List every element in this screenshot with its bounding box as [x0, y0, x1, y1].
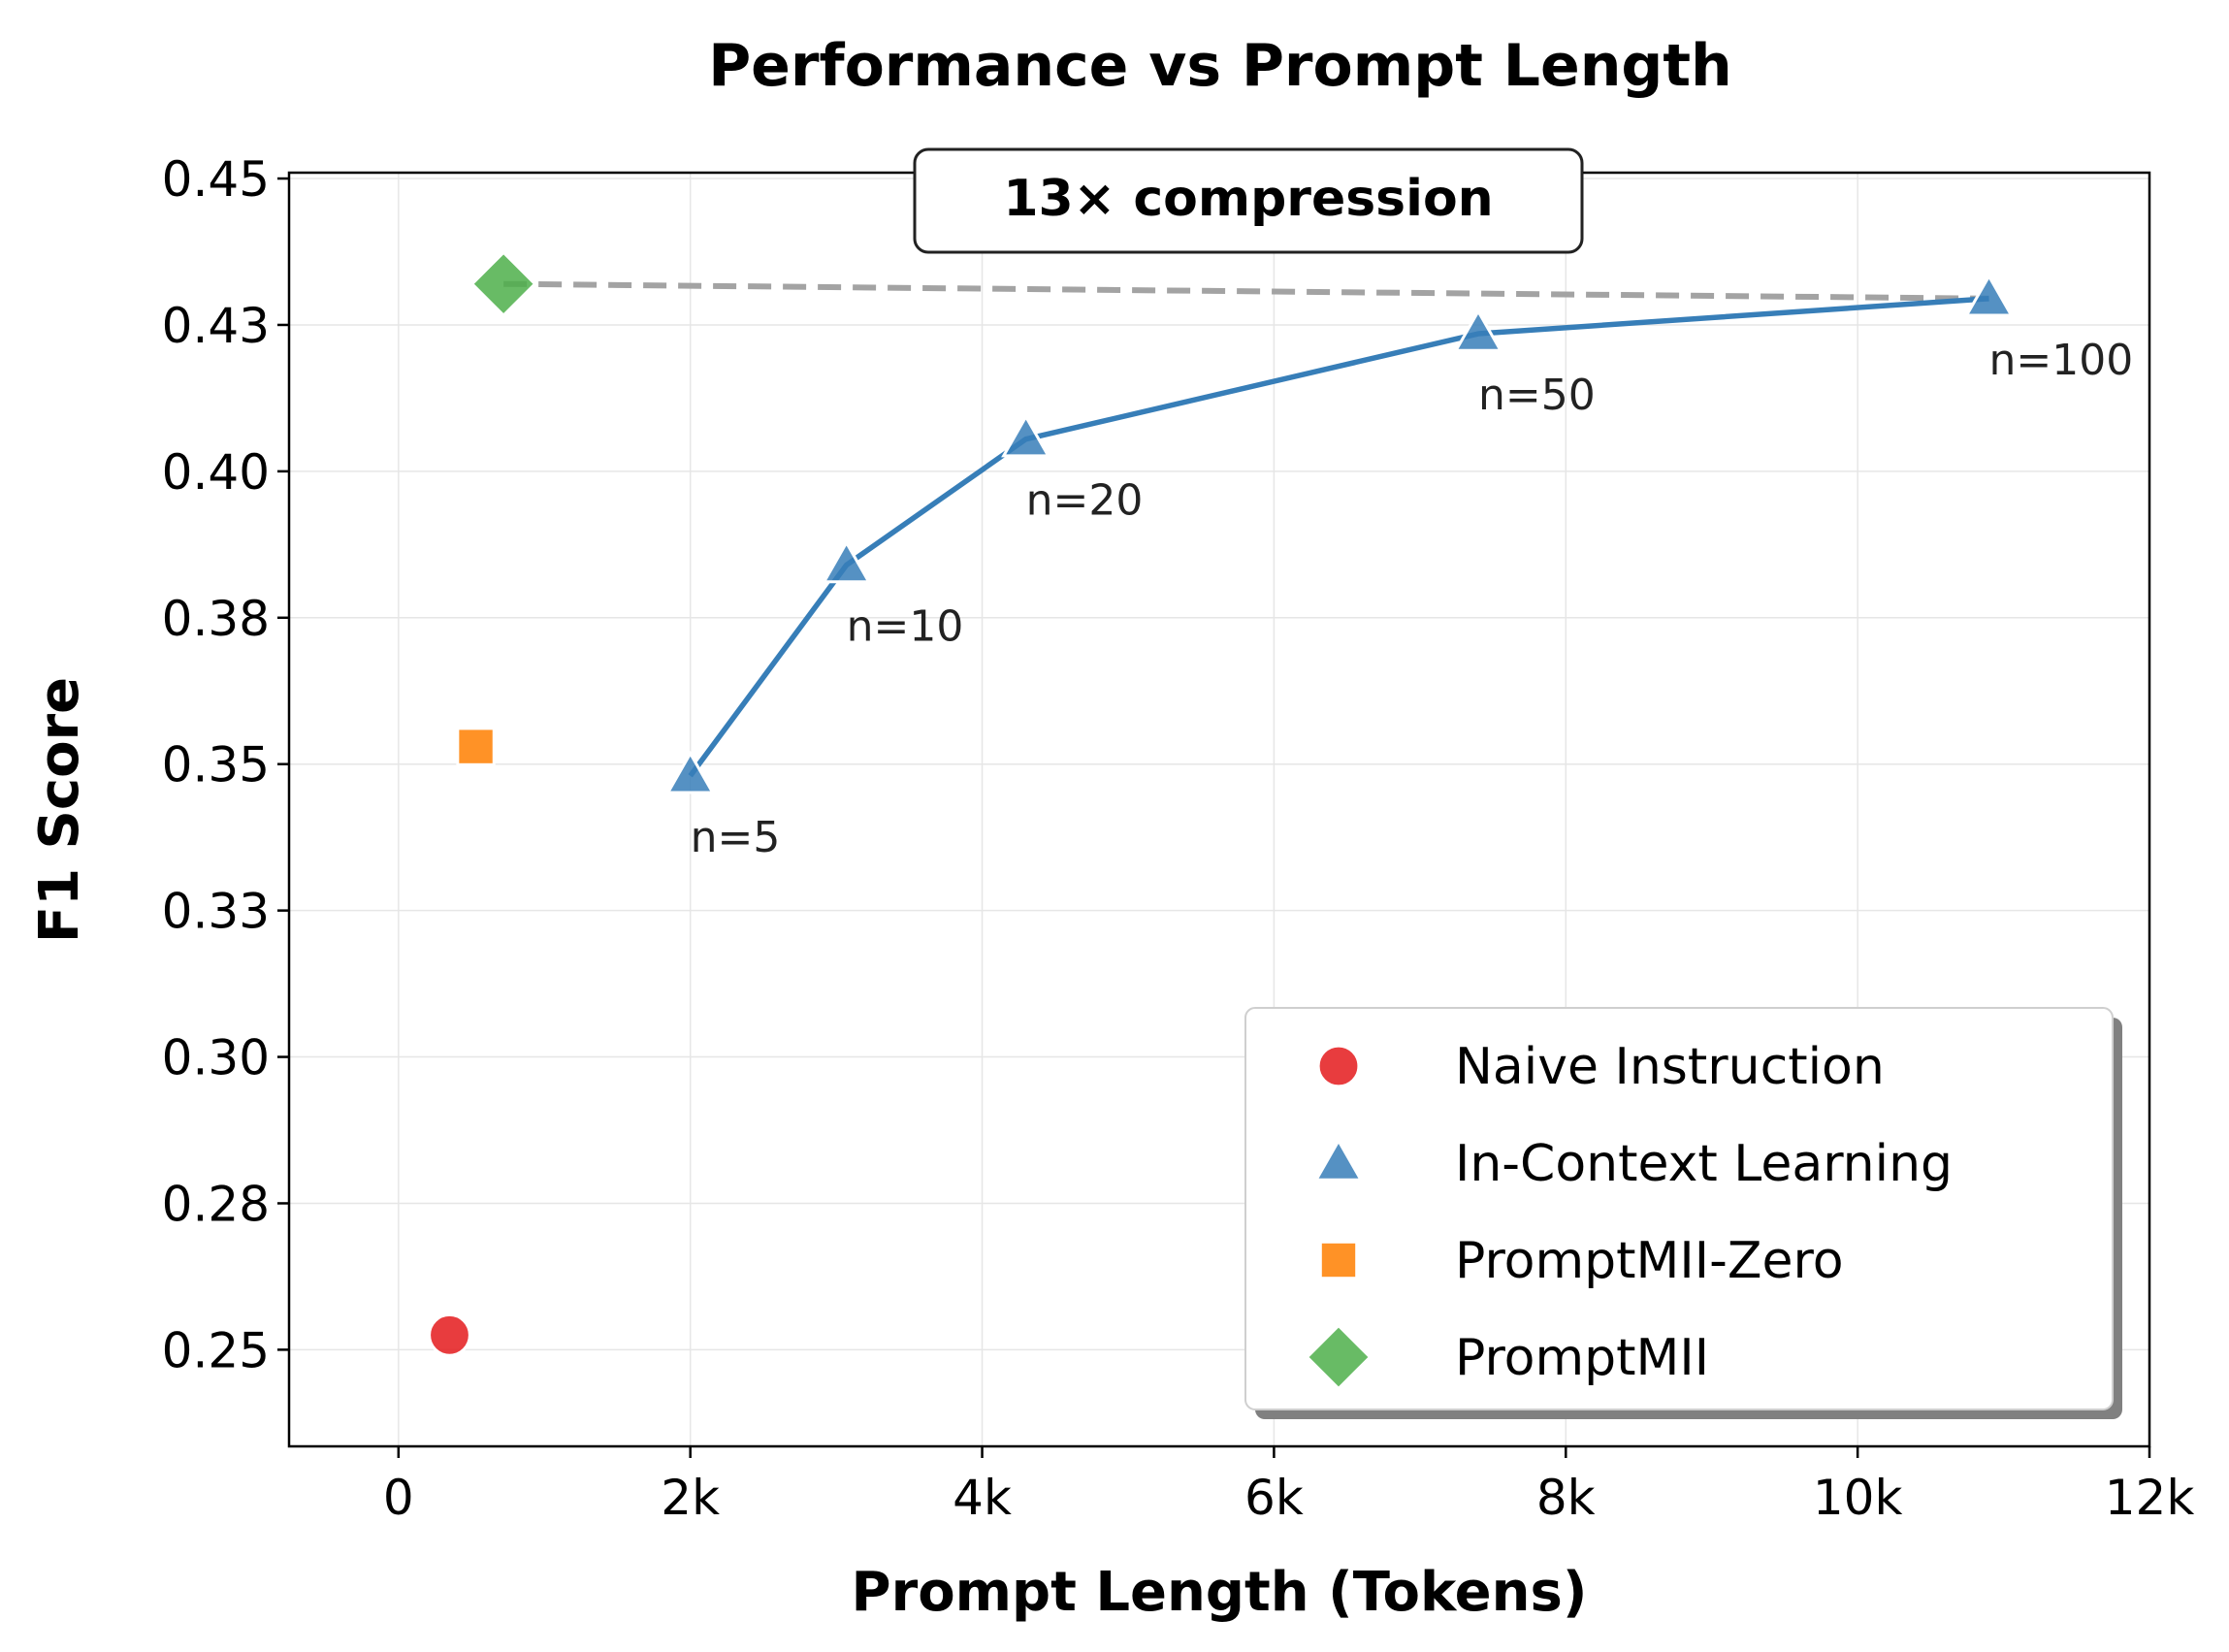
- y-axis-label: F1 Score: [28, 677, 91, 943]
- legend-marker: [1305, 1323, 1373, 1391]
- compression-reference: [503, 280, 1989, 302]
- legend-label: PromptMII-Zero: [1455, 1232, 1844, 1290]
- point-label: n=100: [1989, 336, 2134, 385]
- legend-marker: [1313, 1137, 1364, 1182]
- chart-title: Performance vs Prompt Length: [708, 32, 1732, 100]
- in-context-learning-point: [665, 750, 716, 794]
- legend: Naive Instruction In-Context Learning Prom…: [1244, 1007, 2122, 1419]
- legend-marker: [1316, 1044, 1361, 1088]
- x-tick-label: 2k: [661, 1470, 720, 1526]
- naive-instruction-point: [428, 1312, 471, 1357]
- x-axis-label: Prompt Length (Tokens): [852, 1561, 1588, 1624]
- y-tick-label: 0.30: [162, 1030, 270, 1086]
- grid-lines: [289, 173, 2150, 1446]
- point-label: n=5: [691, 813, 781, 862]
- series-lines: [688, 296, 1989, 778]
- x-tick-label: 4k: [953, 1470, 1012, 1526]
- y-tick-label: 0.28: [162, 1176, 270, 1232]
- x-tick-label: 6k: [1244, 1470, 1304, 1526]
- x-tick-label: 0: [383, 1470, 414, 1526]
- point-label: n=50: [1478, 371, 1596, 420]
- compression-annotation: 13× compression: [913, 147, 1584, 254]
- promptmii-point: [469, 250, 537, 318]
- point-label: n=10: [847, 601, 964, 651]
- in-context-learning-point: [822, 539, 872, 584]
- x-tick-label: 12k: [2105, 1470, 2195, 1526]
- y-tick-label: 0.35: [162, 737, 270, 794]
- compression-reference-line: [503, 280, 1989, 302]
- icl-series-line: [688, 296, 1989, 778]
- y-tick-label: 0.38: [162, 591, 270, 647]
- axis-ticks: 0 2k 4k 6k 8k 10k 12k 0.25 0.28 0.30 0.33 0.35 0.38 0…: [162, 151, 2195, 1526]
- x-tick-label: 8k: [1536, 1470, 1596, 1526]
- legend-marker: [1318, 1240, 1359, 1280]
- in-context-learning-point: [1963, 273, 2015, 317]
- promptmii-zero-point: [456, 727, 496, 766]
- legend-label: Naive Instruction: [1455, 1038, 1885, 1096]
- x-tick-label: 10k: [1813, 1470, 1903, 1526]
- in-context-learning-point: [1001, 413, 1051, 458]
- legend-box: [1244, 1007, 2114, 1410]
- y-tick-label: 0.25: [162, 1322, 270, 1378]
- annotation-text: 13× compression: [1003, 170, 1493, 228]
- y-tick-label: 0.40: [162, 444, 270, 501]
- annotation-box-bg: [913, 147, 1584, 254]
- point-label: n=20: [1026, 476, 1144, 526]
- y-tick-label: 0.43: [162, 298, 270, 354]
- legend-label: PromptMII: [1455, 1329, 1709, 1387]
- point-labels: n=5 n=10 n=20 n=50 n=100: [691, 336, 2134, 862]
- y-tick-label: 0.45: [162, 151, 270, 208]
- y-tick-label: 0.33: [162, 884, 270, 940]
- legend-label: In-Context Learning: [1455, 1135, 1953, 1193]
- in-context-learning-point: [1453, 308, 1503, 352]
- data-points: [428, 250, 2015, 1357]
